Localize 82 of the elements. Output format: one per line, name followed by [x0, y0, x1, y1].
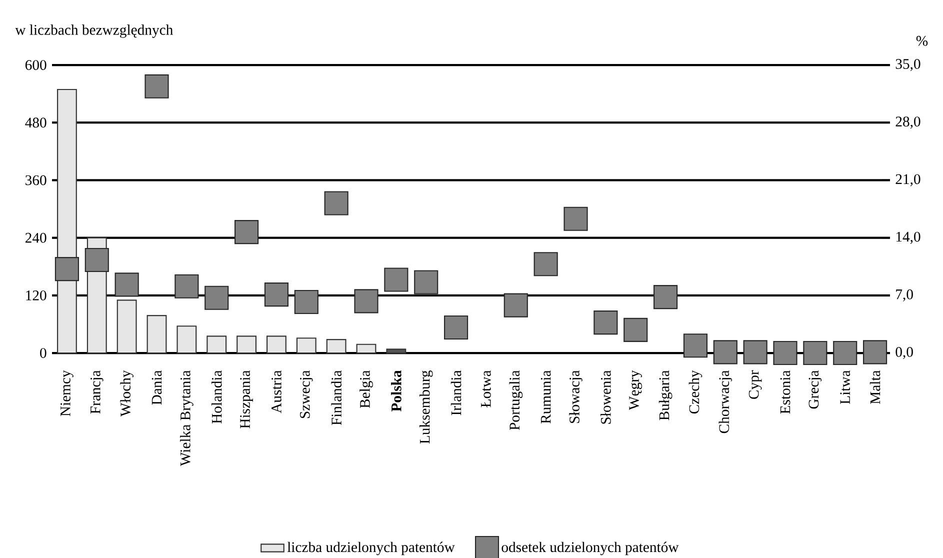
x-tick-label: Słowenia [600, 370, 611, 424]
legend-label: odsetek udzielonych patentów [502, 542, 679, 556]
point [204, 286, 229, 310]
bar [206, 336, 227, 354]
point [324, 191, 348, 216]
x-tick-label: Cypr [748, 370, 762, 399]
point [803, 340, 828, 366]
point [833, 340, 858, 366]
x-tick-label: Chorwacja [718, 370, 732, 434]
point [174, 274, 199, 298]
bar [326, 339, 346, 354]
x-tick-label: Czechy [688, 370, 702, 414]
point [683, 334, 708, 358]
bar [296, 338, 316, 354]
point [444, 315, 468, 340]
x-tick-label: Francja [90, 370, 104, 414]
x-tick-label: Litwa [840, 370, 850, 404]
bar [236, 336, 256, 354]
point [54, 257, 79, 282]
bar [266, 336, 286, 354]
x-tick-label: Hiszpania [240, 370, 253, 428]
y2-tick-label: 0,0 [896, 347, 913, 360]
bar [57, 88, 77, 354]
y2-axis-title: % [916, 36, 928, 46]
bar [356, 344, 376, 354]
y2-tick-label: 7,0 [896, 289, 913, 302]
point [773, 340, 798, 366]
y-tick-label: 360 [26, 175, 46, 186]
x-tick-label: Szwecja [300, 370, 313, 418]
x-tick-label: Łotwa [481, 370, 491, 408]
x-tick-label: Portugalia [509, 370, 523, 430]
point [384, 268, 408, 292]
y2-tick-label: 21,0 [896, 174, 920, 186]
x-tick-label: Grecja [808, 370, 822, 409]
x-tick-label: Bułgaria [658, 370, 672, 420]
point [863, 340, 888, 364]
legend-label: liczba udzielonych patentów [287, 542, 455, 556]
point [114, 272, 139, 297]
y2-tick-label: 14,0 [896, 232, 920, 244]
bar [116, 300, 137, 354]
bar [176, 326, 197, 354]
bar [146, 315, 167, 354]
x-tick-label: Belgia [360, 370, 373, 408]
point [594, 310, 618, 335]
y-tick-label: 120 [26, 290, 46, 300]
point [414, 270, 438, 294]
x-tick-label: Irlandia [450, 370, 462, 416]
point [624, 318, 648, 342]
x-tick-label: Wielka Brytania [180, 370, 194, 466]
y2-tick-label: 35,0 [896, 59, 920, 72]
x-tick-label: Estonia [780, 370, 790, 414]
point [743, 340, 768, 364]
point [713, 340, 738, 364]
y-axis-title: w liczbach bezwzględnych [15, 24, 173, 38]
point [504, 293, 528, 318]
point [144, 74, 169, 98]
point [654, 285, 678, 310]
y-tick-label: 480 [25, 118, 46, 128]
point [564, 206, 588, 231]
point [84, 248, 109, 272]
point [264, 282, 288, 307]
x-tick-label: Malta [870, 370, 880, 404]
point [294, 290, 318, 314]
point [234, 220, 259, 244]
x-tick-label: Austria [272, 370, 282, 414]
point [534, 252, 558, 276]
x-tick-label: Holandia [211, 370, 222, 424]
x-tick-label: Włochy [120, 370, 134, 417]
x-tick-label: Finlandia [331, 370, 342, 426]
point [354, 289, 378, 314]
y-tick-label: 240 [25, 232, 46, 243]
x-tick-label: Węgry [629, 370, 642, 410]
x-tick-label: Dania [152, 370, 162, 405]
x-tick-label: Słowacja [569, 370, 582, 423]
x-tick-label: Luksemburg [419, 370, 433, 444]
x-tick-label: Niemcy [60, 370, 74, 416]
y-tick-label: 600 [25, 60, 46, 70]
y2-tick-label: 28,0 [896, 116, 920, 129]
y-tick-label: 0 [40, 348, 46, 358]
x-tick-label: Rumunia [540, 370, 551, 424]
x-tick-label: Polska [391, 370, 402, 412]
bar [386, 348, 406, 354]
